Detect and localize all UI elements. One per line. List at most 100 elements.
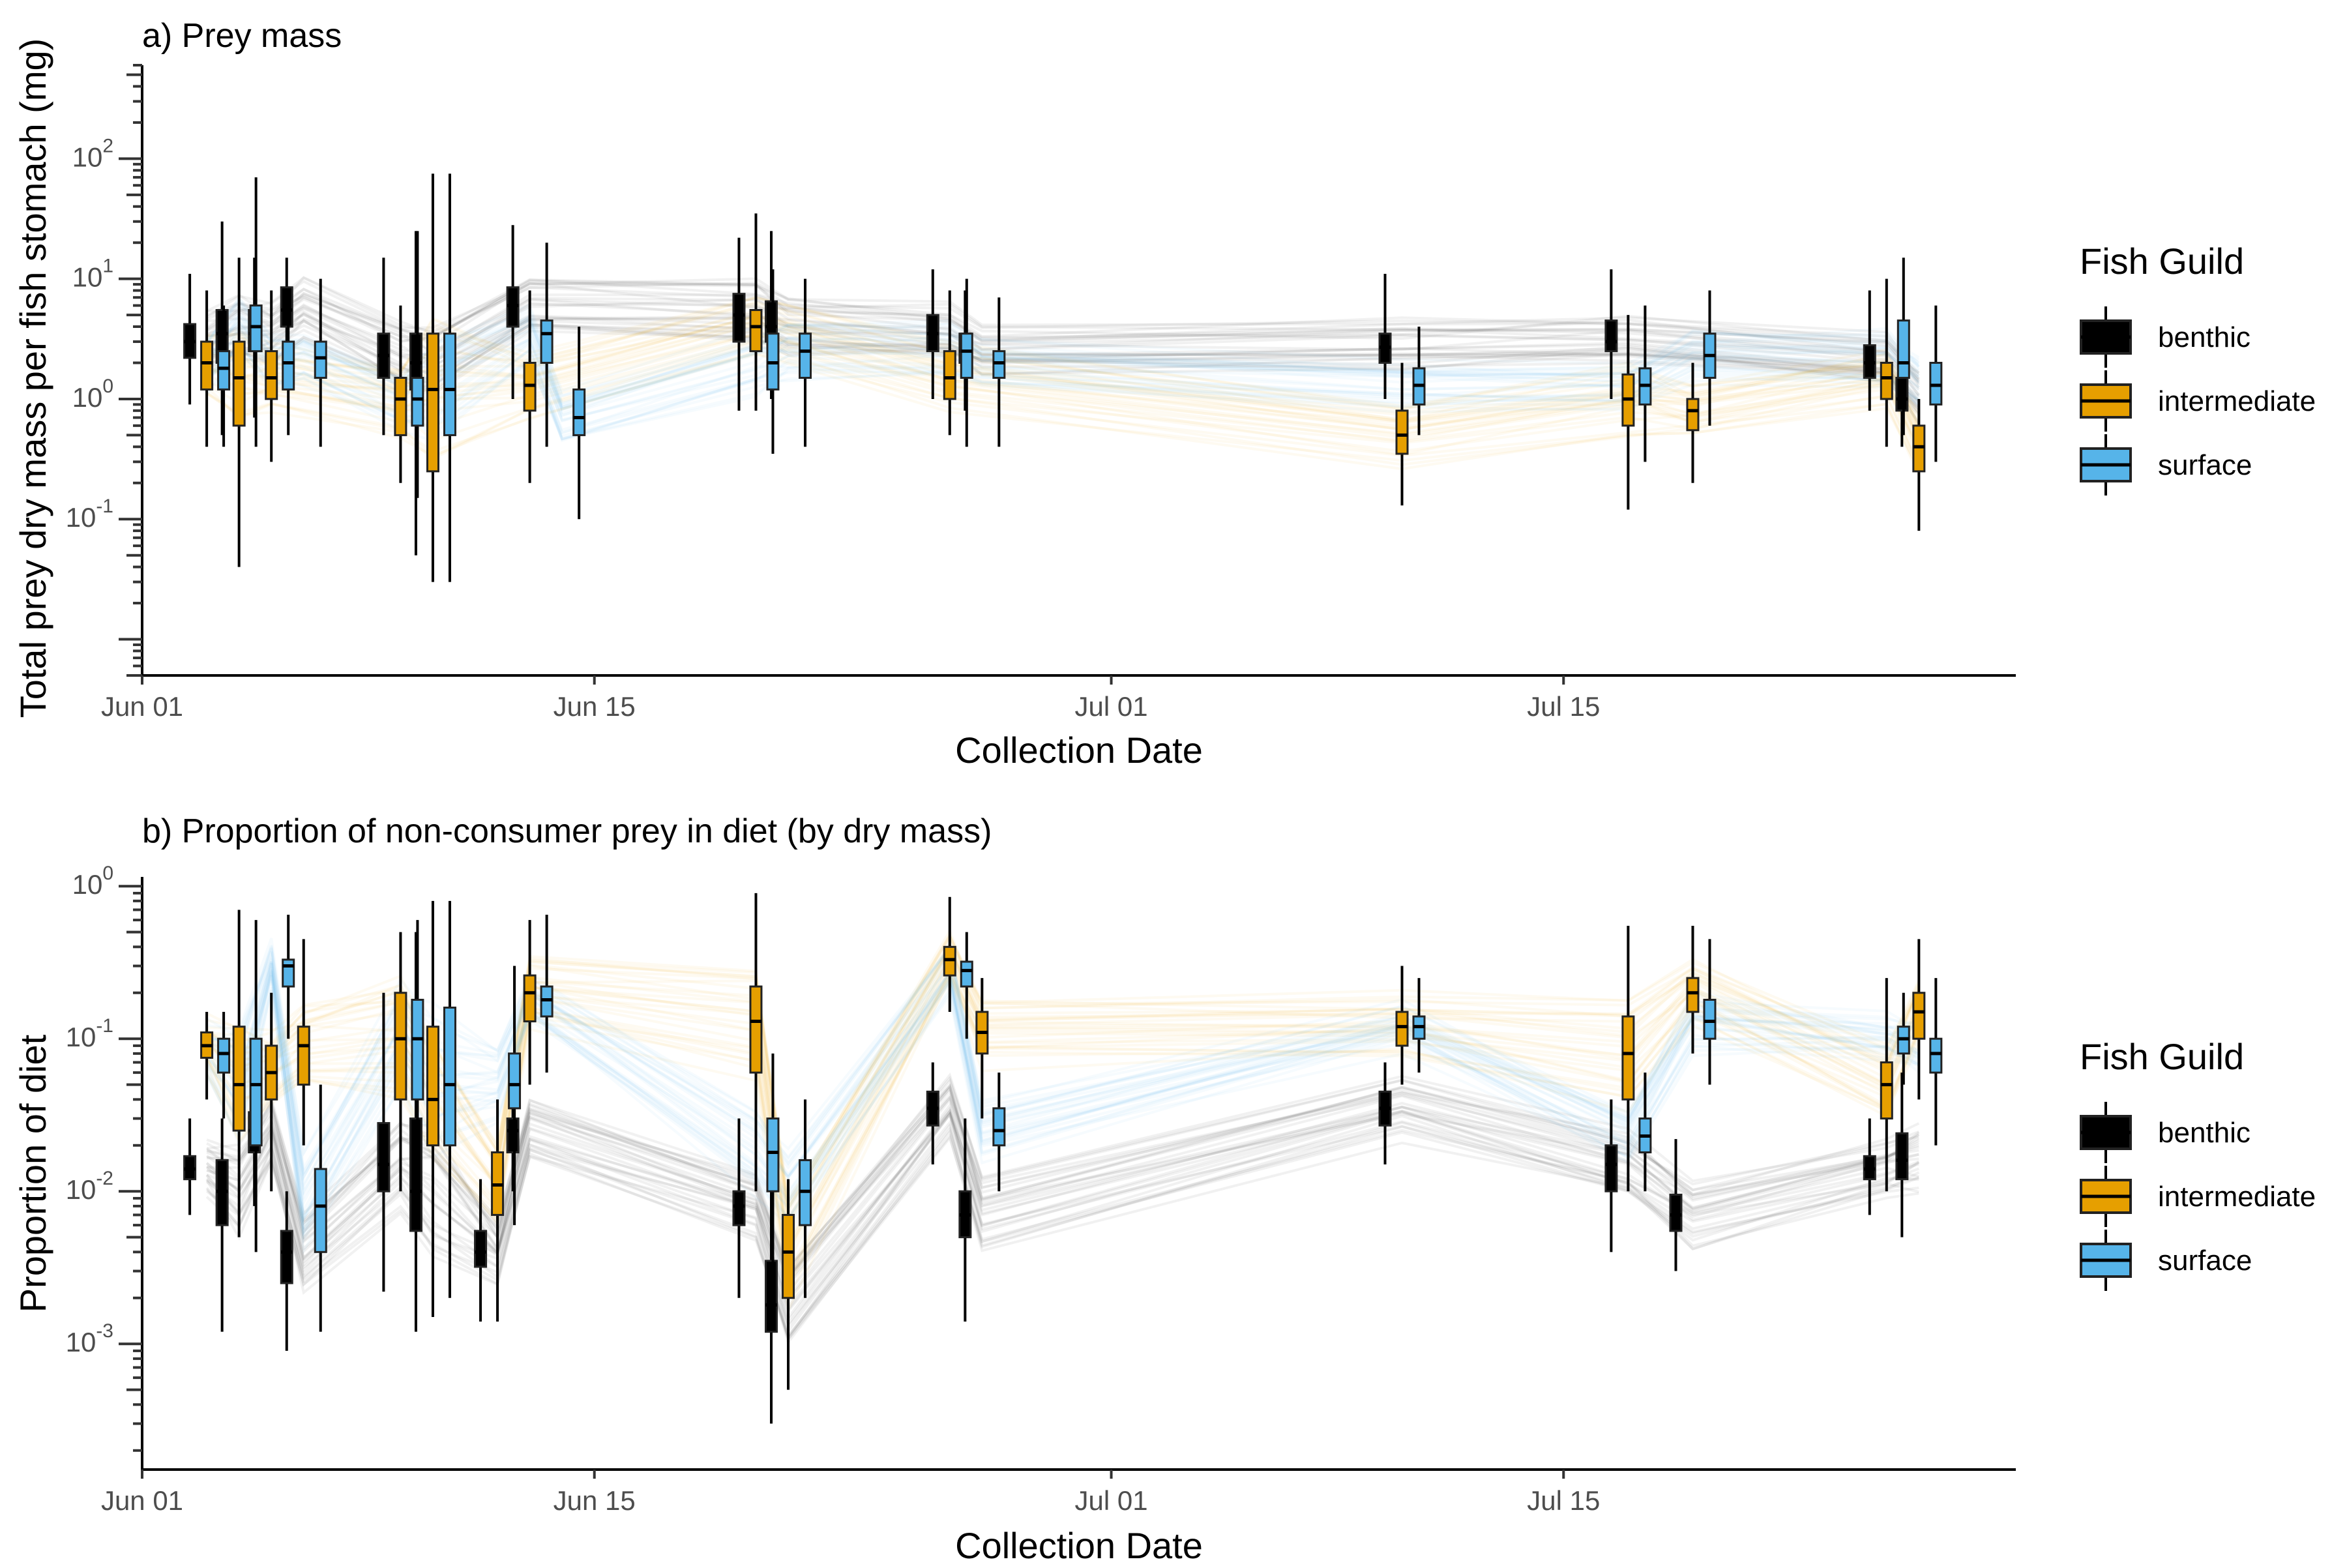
x-tick-label: Jul 15 <box>1527 691 1600 722</box>
box-body <box>280 286 293 328</box>
box-intermediate <box>232 258 246 567</box>
box-body <box>799 333 812 379</box>
series-surface <box>217 900 1943 1332</box>
trajectory-line <box>205 1102 1919 1321</box>
box-surface <box>249 177 263 447</box>
box-intermediate <box>749 893 763 1192</box>
trajectory-line <box>206 1085 1919 1285</box>
box-surface <box>540 914 554 1073</box>
box-body <box>540 319 554 364</box>
legend-label: benthic <box>2158 1117 2251 1149</box>
box-intermediate <box>943 896 956 1012</box>
box-body <box>1604 1144 1618 1192</box>
box-benthic <box>1604 269 1618 399</box>
box-surface <box>1897 258 1910 436</box>
box-surface <box>572 327 586 520</box>
panel-b: b) Proportion of non-consumer prey in di… <box>12 812 2016 1566</box>
box-intermediate <box>265 992 278 1192</box>
box-benthic <box>732 1118 746 1298</box>
box-body <box>1895 1132 1909 1181</box>
box-benthic <box>183 274 197 405</box>
box-benthic <box>377 992 391 1292</box>
box-intermediate <box>1880 978 1893 1192</box>
box-body <box>572 388 586 436</box>
box-intermediate <box>1621 315 1635 510</box>
box-surface <box>1929 305 1943 462</box>
box-body <box>443 1006 456 1147</box>
box-benthic <box>1378 1062 1392 1164</box>
box-surface <box>249 920 263 1252</box>
box-body <box>1929 361 1943 406</box>
box-intermediate <box>1912 939 1926 1100</box>
x-tick-label: Jul 01 <box>1075 1485 1148 1516</box>
box-surface <box>282 290 295 436</box>
box-body <box>960 333 973 379</box>
box-body <box>1686 977 1700 1013</box>
box-body <box>782 1213 795 1299</box>
box-surface <box>540 243 554 447</box>
box-body <box>282 340 295 391</box>
box-surface <box>411 920 424 1192</box>
box-surface <box>217 1011 231 1119</box>
panel-title: b) Proportion of non-consumer prey in di… <box>142 812 992 850</box>
box-surface <box>1638 305 1652 462</box>
box-intermediate <box>523 290 537 483</box>
trajectory-line <box>206 1084 1919 1280</box>
box-intermediate <box>394 932 407 1192</box>
box-surface <box>766 1053 780 1271</box>
box-intermediate <box>200 290 214 447</box>
box-body <box>749 309 763 353</box>
box-body <box>992 350 1006 379</box>
box-intermediate <box>491 1099 505 1322</box>
box-body <box>297 1026 310 1086</box>
legend-title: Fish Guild <box>2080 241 2244 282</box>
trajectory-line <box>205 1106 1919 1312</box>
box-benthic <box>506 225 520 399</box>
trajectory-line <box>205 1105 1919 1309</box>
box-body <box>200 340 214 391</box>
box-surface <box>992 1072 1006 1192</box>
box-intermediate <box>1880 278 1893 447</box>
box-surface <box>314 278 327 447</box>
box-surface <box>766 269 780 454</box>
box-benthic <box>215 1118 229 1332</box>
legend-label: surface <box>2158 1245 2252 1277</box>
legend-title: Fish Guild <box>2080 1036 2244 1077</box>
box-benthic <box>926 1062 939 1164</box>
box-body <box>749 985 763 1074</box>
box-body <box>377 1122 391 1192</box>
box-intermediate <box>943 290 956 436</box>
box-surface <box>443 900 456 1298</box>
legend-key-surface <box>2080 434 2132 496</box>
box-body <box>232 1026 246 1132</box>
box-surface <box>1929 978 1943 1146</box>
box-body <box>1686 398 1700 432</box>
box-body <box>217 1037 231 1074</box>
box-surface <box>411 231 424 498</box>
box-benthic <box>1863 290 1876 411</box>
box-intermediate <box>426 173 439 582</box>
box-body <box>232 340 246 427</box>
box-surface <box>992 297 1006 447</box>
box-surface <box>799 1099 812 1298</box>
box-surface <box>282 914 295 1039</box>
x-tick-label: Jun 15 <box>554 1485 636 1516</box>
box-body <box>426 333 439 473</box>
box-intermediate <box>1621 925 1635 1192</box>
trajectory-line <box>206 1108 1920 1314</box>
box-benthic <box>926 269 939 399</box>
box-body <box>249 304 263 353</box>
box-body <box>249 1037 263 1147</box>
x-tick-label: Jun 01 <box>101 1485 183 1516</box>
box-surface <box>960 278 973 447</box>
x-axis-title: Collection Date <box>955 1525 1203 1565</box>
box-intermediate <box>782 1179 795 1390</box>
box-body <box>314 1168 327 1253</box>
box-body <box>1669 1193 1683 1232</box>
legend-key-intermediate <box>2080 1166 2132 1227</box>
box-benthic <box>280 1191 293 1351</box>
x-axis-title: Collection Date <box>955 730 1203 771</box>
box-body <box>409 1117 422 1232</box>
